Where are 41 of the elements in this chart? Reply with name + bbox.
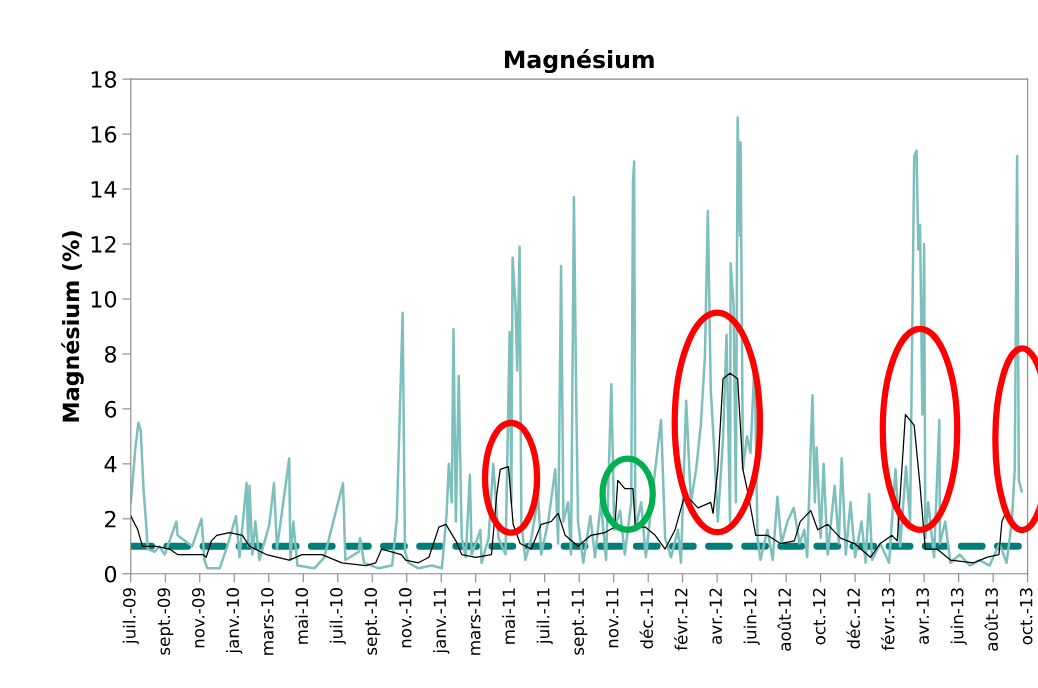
y-tick-label: 18 <box>91 71 117 88</box>
line-series <box>130 372 1008 567</box>
x-tick-label: juil.-09 <box>122 588 139 645</box>
x-tick-label: août-12 <box>777 588 791 651</box>
line-series <box>130 116 1024 570</box>
x-tick-label: juin-13 <box>950 588 967 645</box>
y-tick-label: 10 <box>91 290 117 308</box>
y-tick-label: 16 <box>91 126 117 143</box>
x-tick-label: nov.-10 <box>398 588 412 648</box>
chart-title: Magnésium <box>505 49 654 74</box>
y-tick-label: 2 <box>105 510 116 528</box>
x-tick-label: févr.-12 <box>673 588 688 651</box>
x-tick-label: mars-11 <box>468 588 481 655</box>
x-tick-label: avr.-13 <box>916 588 929 644</box>
x-tick-label: févr.-13 <box>880 588 895 651</box>
x-tick-label: janv.-11 <box>433 588 450 654</box>
y-tick-label: 14 <box>91 181 117 198</box>
y-tick-label: 12 <box>91 235 116 253</box>
x-tick-label: oct.-12 <box>812 588 826 645</box>
y-axis-title: Magnésium (%) <box>61 231 84 422</box>
x-tick-label: juil.-10 <box>329 588 346 645</box>
x-tick-label: nov.-11 <box>606 588 619 648</box>
x-tick-label: avr.-12 <box>709 588 723 644</box>
x-tick-label: mai-10 <box>295 588 309 644</box>
y-tick-label: 6 <box>105 400 117 418</box>
x-tick-label: juil.-11 <box>536 588 553 645</box>
x-tick-label: déc.-12 <box>846 588 860 649</box>
y-tick-label: 4 <box>104 456 117 473</box>
x-tick-label: sept.-10 <box>364 588 381 655</box>
x-tick-label: oct.-13 <box>1019 588 1033 645</box>
x-tick-label: déc.-11 <box>639 588 654 649</box>
y-tick-label: 8 <box>104 345 117 363</box>
x-tick-label: nov.-09 <box>192 588 205 648</box>
x-tick-label: mai-11 <box>502 588 516 644</box>
x-tick-label: sept.-09 <box>157 588 174 655</box>
x-tick-label: août-13 <box>984 588 998 651</box>
x-tick-label: janv.-10 <box>226 588 243 654</box>
x-tick-label: sept.-11 <box>571 588 588 655</box>
x-tick-label: juin-12 <box>743 588 760 645</box>
y-tick-label: 0 <box>104 565 117 583</box>
x-tick-label: mars-10 <box>260 588 274 655</box>
